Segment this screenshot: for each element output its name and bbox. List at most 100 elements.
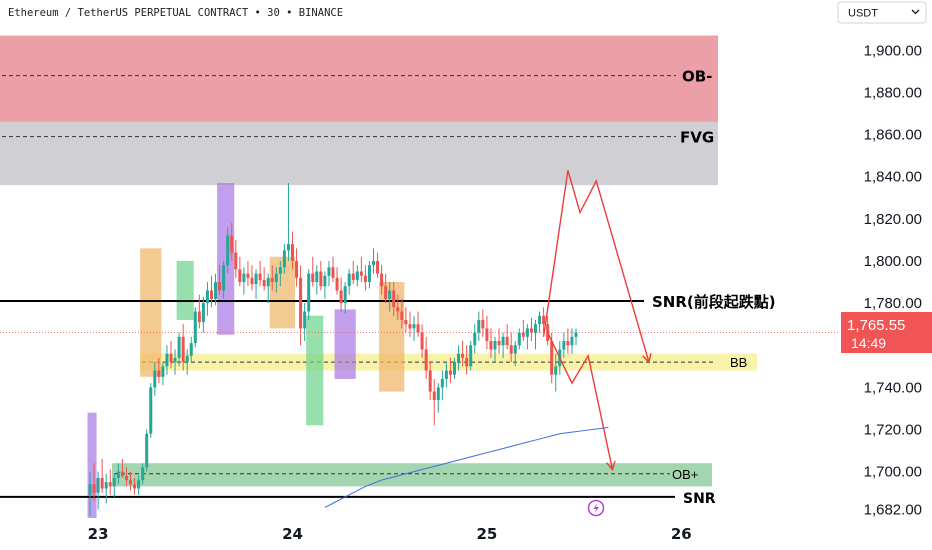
candle[interactable] [129,471,132,491]
candle[interactable] [465,345,469,375]
candle[interactable] [201,296,205,333]
candle-body[interactable] [538,315,542,325]
candle-body[interactable] [222,265,226,291]
candle-body[interactable] [205,290,209,304]
candle[interactable] [116,463,120,485]
candle[interactable] [141,463,145,485]
candle-body[interactable] [428,370,432,392]
candle-body[interactable] [396,307,400,312]
candles-layer[interactable] [88,183,578,516]
candle[interactable] [222,260,226,299]
candle-body[interactable] [525,328,529,337]
candle-body[interactable] [461,353,465,358]
candle-body[interactable] [145,433,149,468]
candle[interactable] [197,294,201,329]
candle[interactable] [173,349,177,375]
candle[interactable] [404,307,408,333]
candle[interactable] [562,332,566,358]
candle[interactable] [234,239,238,278]
candle-body[interactable] [489,341,493,350]
candle-body[interactable] [469,345,473,367]
candle-body[interactable] [465,357,469,367]
candle[interactable] [169,341,173,369]
candle-body[interactable] [327,267,331,276]
candle-body[interactable] [104,482,108,489]
candle[interactable] [493,336,497,363]
candle-body[interactable] [282,250,286,268]
candle[interactable] [157,357,161,384]
candle-body[interactable] [323,275,327,287]
candle-body[interactable] [295,260,299,278]
candle-body[interactable] [477,319,481,333]
candle-body[interactable] [137,480,141,489]
candle-body[interactable] [562,341,566,350]
candle-body[interactable] [392,290,396,308]
candle[interactable] [299,265,303,346]
candle[interactable] [542,307,546,333]
candle-body[interactable] [258,273,262,280]
candle[interactable] [359,256,363,283]
candle[interactable] [469,341,473,371]
candle[interactable] [554,353,558,392]
candle[interactable] [149,383,153,438]
candle-body[interactable] [112,477,116,487]
candle-body[interactable] [218,282,222,291]
candle[interactable] [311,256,315,287]
candle-body[interactable] [181,336,185,363]
candle[interactable] [177,332,181,367]
candle[interactable] [461,341,465,367]
candle-body[interactable] [376,260,380,274]
candle[interactable] [517,328,521,350]
candle[interactable] [380,265,384,295]
candle-body[interactable] [570,336,574,346]
candle-body[interactable] [96,477,100,493]
candle-body[interactable] [485,328,489,342]
candle[interactable] [367,260,371,289]
candle-body[interactable] [404,319,408,325]
candle-body[interactable] [521,332,525,337]
candle-body[interactable] [384,286,388,299]
candle-body[interactable] [440,378,444,388]
candle-body[interactable] [108,482,112,487]
candle-body[interactable] [177,336,181,358]
candle-body[interactable] [315,271,319,283]
candle[interactable] [440,370,444,401]
candle-body[interactable] [193,311,197,344]
candle-body[interactable] [363,275,367,283]
candle[interactable] [525,324,529,350]
candle-body[interactable] [286,244,290,251]
candle[interactable] [481,309,485,337]
candle-body[interactable] [246,273,250,278]
candle-body[interactable] [311,273,315,283]
candle[interactable] [424,336,428,379]
candle[interactable] [193,307,197,348]
candle-body[interactable] [448,370,452,375]
candle[interactable] [323,271,327,299]
candle-body[interactable] [408,324,412,329]
candle-body[interactable] [153,370,157,388]
candle[interactable] [351,260,355,285]
candle-body[interactable] [173,357,177,363]
candle-body[interactable] [497,341,501,346]
candle[interactable] [408,311,412,337]
candle[interactable] [218,265,222,295]
candle-body[interactable] [554,366,558,375]
candle[interactable] [521,319,525,342]
candle[interactable] [335,267,339,295]
candle-body[interactable] [116,471,120,478]
candle-body[interactable] [388,290,392,299]
candle-body[interactable] [372,260,375,266]
candle-body[interactable] [149,387,153,434]
candle-body[interactable] [400,311,404,320]
candle-body[interactable] [457,353,461,363]
candle[interactable] [432,378,436,426]
candle-body[interactable] [141,467,145,481]
candle-body[interactable] [319,271,323,287]
candle-body[interactable] [299,277,303,329]
candle[interactable] [339,277,343,312]
candle-body[interactable] [493,341,497,350]
currency-selector-box[interactable] [837,1,927,24]
candle[interactable] [505,324,509,350]
candle[interactable] [396,294,400,320]
